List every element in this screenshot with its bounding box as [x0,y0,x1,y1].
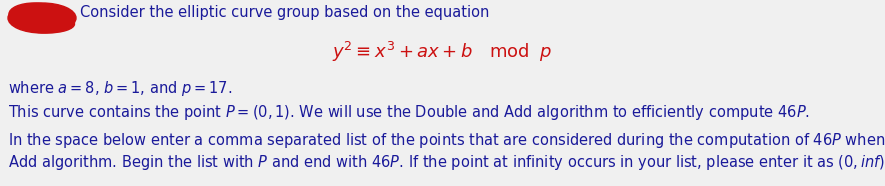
Ellipse shape [9,3,59,25]
Text: Add algorithm. Begin the list with $P$ and end with $46P$. If the point at infin: Add algorithm. Begin the list with $P$ a… [8,153,885,172]
Text: This curve contains the point $P = (0, 1)$. We will use the Double and Add algor: This curve contains the point $P = (0, 1… [8,103,810,123]
Text: where $a = 8$, $b = 1$, and $p = 17$.: where $a = 8$, $b = 1$, and $p = 17$. [8,78,233,97]
Text: In the space below enter a comma separated list of the points that are considere: In the space below enter a comma separat… [8,131,885,150]
Ellipse shape [19,15,74,33]
Ellipse shape [8,3,76,33]
Text: $y^2 \equiv x^3 + ax + b \quad \mathrm{mod} \;\; p$: $y^2 \equiv x^3 + ax + b \quad \mathrm{m… [332,40,552,64]
Text: Consider the elliptic curve group based on the equation: Consider the elliptic curve group based … [80,6,489,20]
